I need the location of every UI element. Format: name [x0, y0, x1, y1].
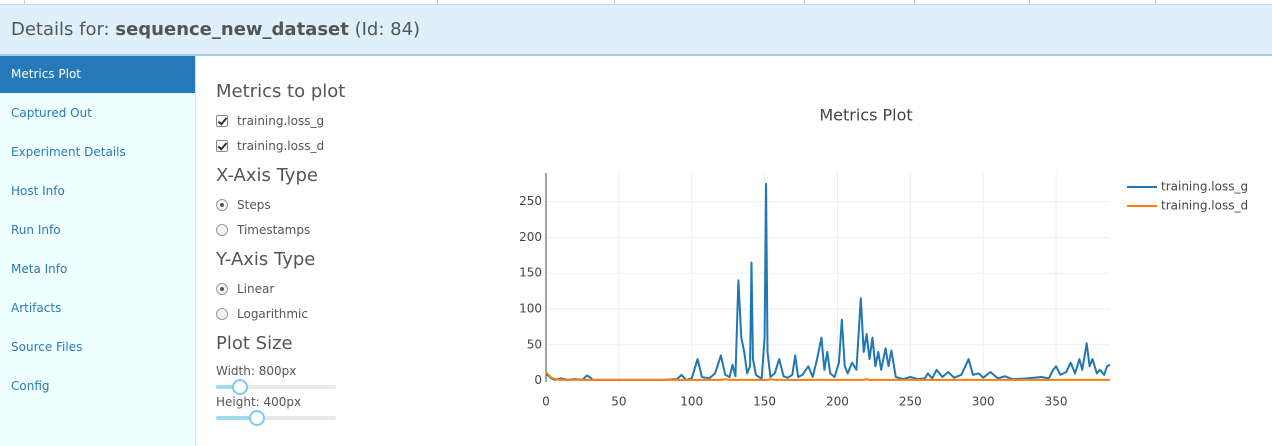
- run-id: (Id: 84): [354, 19, 421, 40]
- metrics-title: Metrics to plot: [216, 81, 346, 102]
- y-tick-label: 100: [519, 301, 542, 315]
- series-line: [545, 182, 1111, 381]
- radio-option[interactable]: Linear: [216, 281, 274, 297]
- run-name: sequence_new_dataset: [115, 19, 349, 40]
- plot-size-title: Plot Size: [216, 333, 293, 354]
- radio[interactable]: [216, 199, 228, 211]
- radio-option[interactable]: Logarithmic: [216, 306, 308, 322]
- radio-option[interactable]: Timestamps: [216, 222, 310, 238]
- width-label: Width: 800px: [216, 364, 297, 378]
- y-tick-label: 250: [519, 194, 542, 208]
- x-tick-label: 50: [611, 395, 626, 409]
- series-line: [545, 371, 1110, 381]
- sidebar-item[interactable]: Host Info: [11, 184, 65, 198]
- y-axis-title: Y-Axis Type: [216, 249, 316, 270]
- sidebar-item[interactable]: Meta Info: [11, 262, 68, 276]
- x-tick-label: 200: [826, 395, 849, 409]
- sidebar-item[interactable]: Captured Out: [11, 106, 92, 120]
- radio[interactable]: [216, 308, 228, 320]
- sidebar-item[interactable]: Experiment Details: [11, 145, 126, 159]
- header: Details for: sequence_new_dataset (Id: 8…: [0, 5, 1272, 56]
- height-slider[interactable]: [216, 410, 336, 426]
- x-tick-label: 100: [680, 395, 703, 409]
- checkbox-label: training.loss_d: [237, 139, 325, 153]
- header-prefix: Details for:: [11, 19, 110, 40]
- y-tick-label: 150: [519, 266, 542, 280]
- radio[interactable]: [216, 283, 228, 295]
- y-tick-label: 200: [519, 230, 542, 244]
- chart-title: Metrics Plot: [819, 106, 912, 125]
- sidebar-item[interactable]: Run Info: [11, 223, 61, 237]
- y-tick-label: 0: [534, 373, 542, 387]
- sidebar-item[interactable]: Source Files: [11, 340, 83, 354]
- radio[interactable]: [216, 224, 228, 236]
- width-slider[interactable]: [216, 379, 336, 395]
- radio-label: Steps: [237, 198, 271, 212]
- checkbox-option[interactable]: training.loss_d: [216, 138, 324, 154]
- y-tick-label: 50: [527, 337, 542, 351]
- radio-label: Linear: [237, 282, 275, 296]
- legend-label: training.loss_g: [1161, 180, 1248, 194]
- radio-label: Timestamps: [237, 223, 311, 237]
- x-tick-label: 150: [753, 395, 776, 409]
- sidebar-item[interactable]: Config: [11, 379, 50, 393]
- tab-strip: [0, 0, 1272, 5]
- x-axis-title: X-Axis Type: [216, 165, 318, 186]
- checkbox[interactable]: [216, 115, 228, 127]
- checkbox-label: training.loss_g: [237, 114, 325, 128]
- sidebar-item[interactable]: Metrics Plot: [0, 56, 195, 93]
- radio-label: Logarithmic: [237, 307, 308, 321]
- sidebar-item[interactable]: Artifacts: [11, 301, 62, 315]
- radio-option[interactable]: Steps: [216, 197, 271, 213]
- checkbox[interactable]: [216, 140, 228, 152]
- height-label: Height: 400px: [216, 395, 302, 409]
- x-tick-label: 0: [542, 395, 550, 409]
- sidebar: Metrics Plot Captured Out Experiment Detai…: [0, 56, 196, 446]
- x-tick-label: 300: [972, 395, 995, 409]
- x-tick-label: 350: [1045, 395, 1068, 409]
- x-tick-label: 250: [899, 395, 922, 409]
- legend-label: training.loss_d: [1161, 199, 1248, 213]
- checkbox-option[interactable]: training.loss_g: [216, 113, 324, 129]
